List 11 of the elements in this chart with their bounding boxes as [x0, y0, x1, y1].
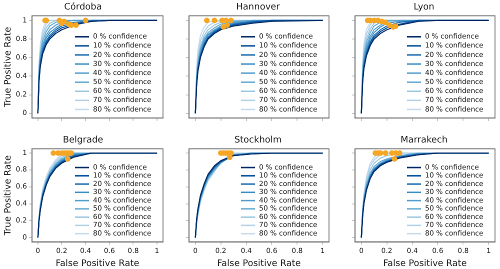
- chart-title: Belgrade: [62, 136, 104, 146]
- chart-title: Córdoba: [64, 2, 102, 13]
- chart-title: Marrakech: [400, 136, 448, 146]
- y-axis-title: True Positive Rate: [4, 26, 14, 108]
- chart-title: Hannover: [236, 2, 280, 13]
- x-axis-title: False Positive Rate: [383, 258, 468, 269]
- x-axis-title: False Positive Rate: [56, 258, 140, 269]
- chart-title: Lyon: [414, 2, 434, 13]
- chart-title: Stockholm: [234, 136, 282, 146]
- y-axis-title: True Positive Rate: [4, 154, 14, 236]
- x-axis-title: False Positive Rate: [217, 258, 302, 269]
